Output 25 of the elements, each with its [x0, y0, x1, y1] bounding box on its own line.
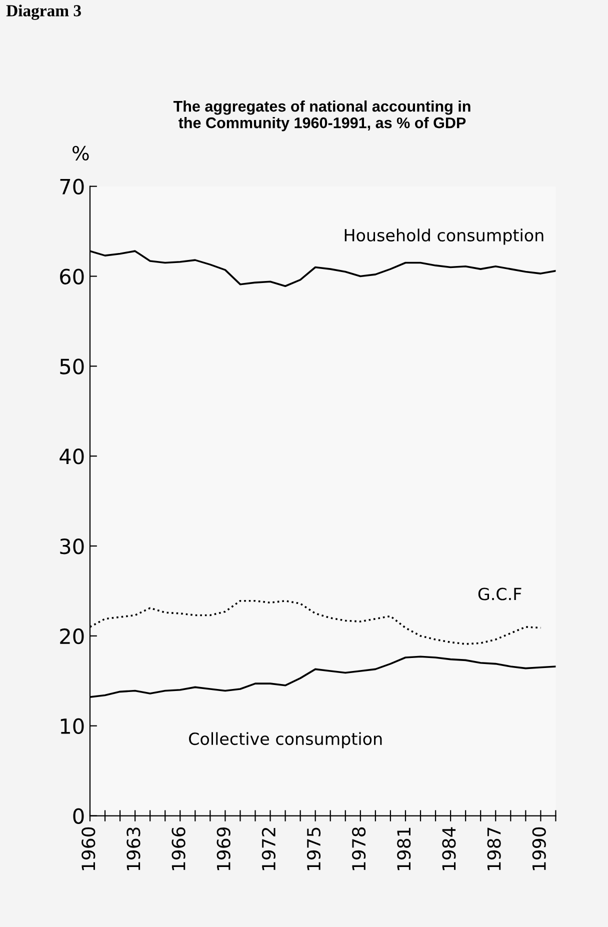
y-tick-label: 40	[60, 448, 84, 464]
x-tick-label: 1975	[306, 828, 321, 870]
x-tick-label: 1990	[532, 827, 546, 870]
x-tick-label: 1987	[487, 828, 501, 870]
chart-title: The aggregates of national accounting in the Community 1960-1991, as % of GDP	[173, 100, 470, 132]
x-tick-label: 1978	[352, 827, 366, 870]
text: Diagram 3	[6, 4, 81, 20]
y-tick-label: 70	[60, 178, 84, 195]
y-tick-label: 20	[60, 628, 84, 644]
x-tick-label: 1969	[216, 827, 230, 870]
series-label: Household consumption	[344, 228, 544, 245]
y-tick-label: 0	[73, 808, 84, 824]
x-tick-label: 1963	[126, 828, 140, 870]
x-tick-label: 1981	[397, 828, 411, 870]
y-tick-label: 50	[60, 358, 84, 374]
series-label: G.C.F	[478, 588, 522, 600]
text: Collective consumption	[189, 732, 382, 748]
x-tick-label: 1972	[262, 828, 276, 870]
x-tick-label: 1966	[172, 827, 186, 870]
y-tick-label: 60	[60, 268, 84, 284]
y-tick-label: 30	[60, 538, 84, 554]
y-tick-label: 10	[60, 718, 84, 734]
x-tick-label: 1984	[442, 827, 456, 870]
x-tick-label: 1960	[82, 827, 96, 870]
y-axis-title: %	[72, 146, 89, 161]
